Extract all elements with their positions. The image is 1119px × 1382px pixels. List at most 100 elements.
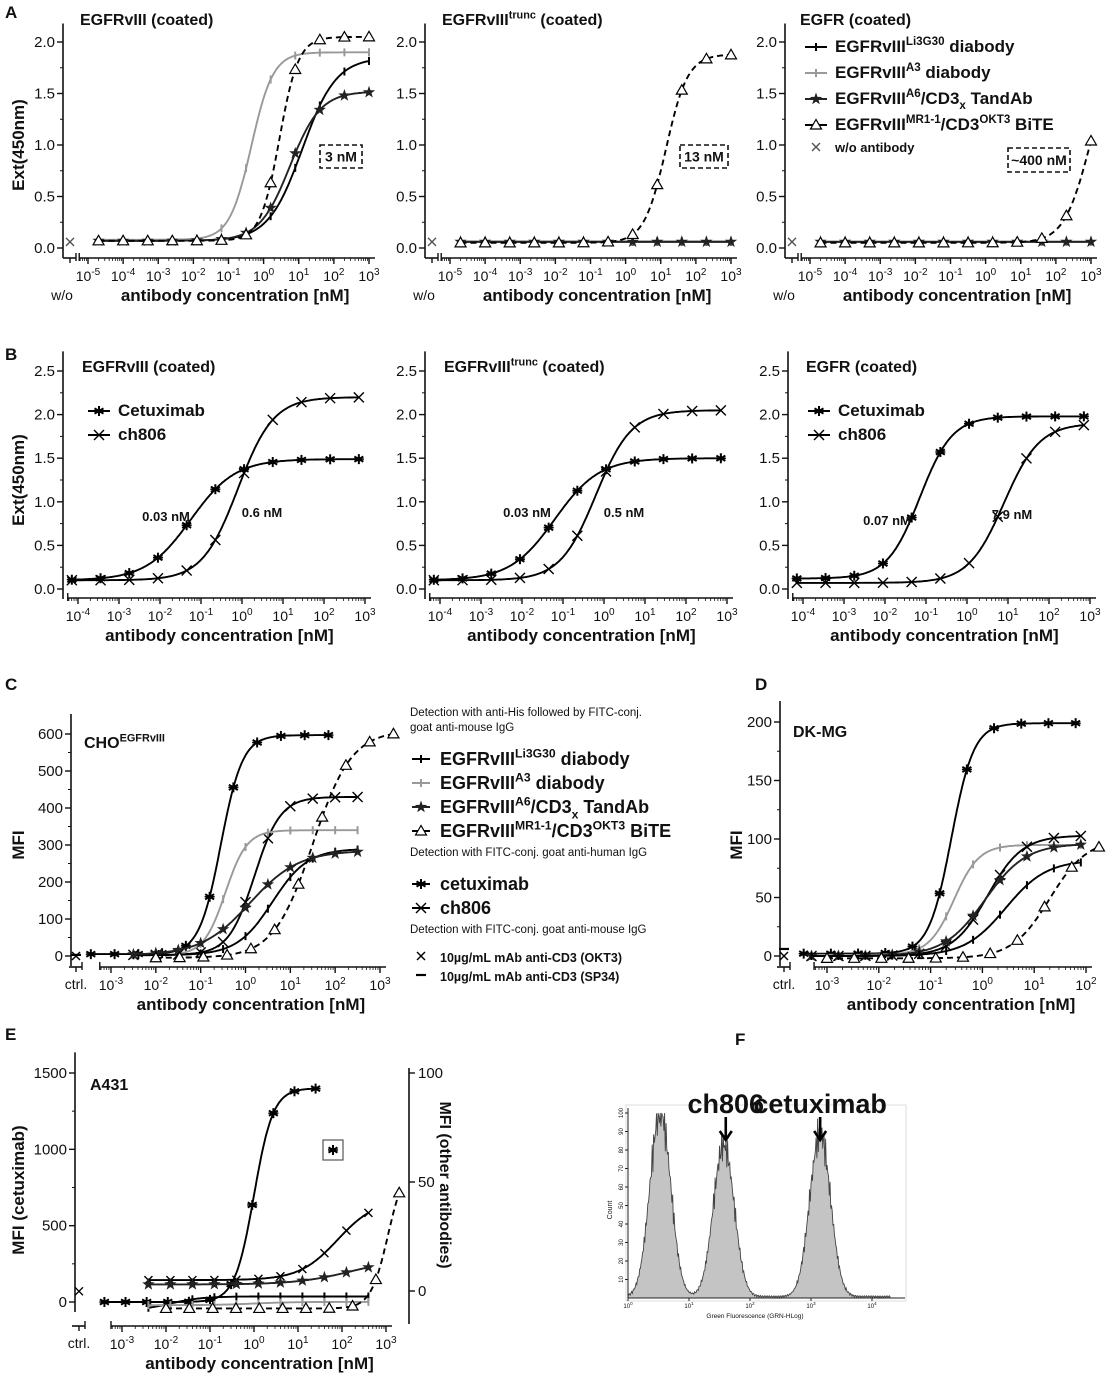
label-text: EGFRvIII [442,12,509,29]
ctrl-label: w/o [50,287,73,303]
data-point-marker [514,572,526,584]
tick-exponent: -2 [882,976,891,987]
x-tick-label: 10-1 [188,976,213,993]
y-tick-label: 1.5 [759,450,780,467]
tick-exponent: 3 [813,1301,816,1306]
label-text: EGFRvIII [835,89,906,108]
x-tick-label: 101 [280,976,302,993]
label-text: cetuximab [440,874,529,894]
ctrl-label: ctrl. [773,976,796,992]
panel-label: B [5,345,17,364]
y-tick-label: 1000 [34,1141,67,1158]
data-point-marker [284,800,296,812]
data-point-marker [295,396,307,408]
data-point-marker [715,453,726,464]
series-curve [820,140,1092,244]
y-tick-label: 200 [747,714,772,731]
data-point-marker [629,421,641,433]
x-tick-label: 103 [716,607,738,624]
y-tick-label: 50 [619,1202,625,1209]
ctrl-label: ctrl. [65,976,88,992]
data-point-marker [123,574,135,586]
ec50-label: 0.03 nM [503,505,551,520]
tick-exponent: -3 [884,267,893,278]
series [805,838,1087,962]
data-point-marker [247,1199,258,1210]
y-tick-label: 60 [619,1183,625,1190]
data-point-marker [1050,411,1061,422]
x-tick-label: 100 [593,607,615,624]
tick-exponent: 0 [987,976,993,987]
x-tick-label: 101 [1024,976,1046,993]
tick-base: 10 [331,1336,347,1352]
data-point-marker [657,408,669,420]
data-point-marker [1043,718,1054,729]
legend-label: 10µg/mL mAb anti-CD3 (SP34) [440,970,619,984]
label-text: EGFRvIII [835,63,906,82]
x-axis-label: antibody concentration [nM] [847,995,1076,1014]
data-point-marker [543,522,554,533]
legend-marker [93,406,105,416]
x-tick-label: 10-3 [868,267,893,284]
tick-exponent: 1 [691,1301,694,1306]
x-tick-label: 103 [806,1301,816,1310]
x-tick-label: 102 [675,607,697,624]
data-point-marker [453,236,468,248]
data-point-marker [209,534,221,546]
label-text: EGFRvIII [444,359,511,376]
tick-base: 10 [358,268,374,284]
tick-base: 10 [815,977,831,993]
data-point-marker [268,1108,279,1119]
data-point-marker [362,85,376,98]
tick-base: 10 [313,608,329,624]
annotation-box [319,144,363,169]
tick-exponent: -1 [934,976,943,987]
x-tick-label: 103 [1079,607,1101,624]
y-tick-label: 200 [38,874,63,891]
data-point-marker [109,949,120,960]
data-point-marker [220,948,234,960]
data-point-marker [1075,830,1087,842]
y-tick-label: 100 [38,911,63,928]
tick-base: 10 [543,268,559,284]
panel-label: E [5,1025,16,1044]
tick-base: 10 [235,977,251,993]
label-text: diabody [531,773,605,793]
y-axis-label: MFI [9,830,28,859]
data-point-marker [325,454,336,465]
tick-base: 10 [997,608,1013,624]
tick-exponent: 4 [874,1301,877,1306]
data-point-marker [902,951,916,963]
tick-base: 10 [110,1336,126,1352]
x-tick-label: 10-2 [148,607,173,624]
label-sup: trunc [511,356,538,368]
label-sup: A6 [906,87,921,100]
data-point-marker [204,891,215,902]
tick-exponent: -4 [126,267,135,278]
tick-exponent: 0 [630,1301,633,1306]
ctrl-label: w/o [772,287,795,303]
legend-marker [93,429,105,441]
data-point-marker [813,236,828,248]
data-point-marker [791,577,803,589]
data-point-marker [847,951,861,963]
data-point-marker [291,877,305,889]
series [791,419,1090,589]
tick-exponent: 1 [303,1335,309,1346]
panel-title: EGFR (coated) [800,12,911,29]
tick-base: 10 [675,608,691,624]
label-text: DK-MG [793,724,847,741]
series [813,134,1098,248]
tick-base: 10 [650,268,666,284]
y-axis-label: MFI (cetuximab) [9,1125,28,1254]
label-sup: OKT3 [979,113,1010,126]
data-point-marker [992,412,1003,423]
label-sup: Li3G30 [515,746,556,760]
label-text: A431 [90,1077,128,1094]
series [791,411,1089,584]
data-point-marker [274,1276,287,1288]
data-point-marker [369,1272,383,1285]
x-tick-label: 10-1 [914,607,939,624]
ctrl-point-marker [71,951,81,961]
